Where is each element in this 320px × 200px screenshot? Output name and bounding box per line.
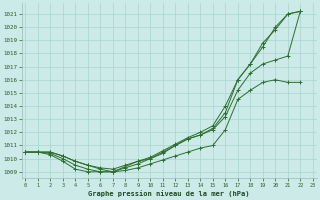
X-axis label: Graphe pression niveau de la mer (hPa): Graphe pression niveau de la mer (hPa): [88, 190, 250, 197]
